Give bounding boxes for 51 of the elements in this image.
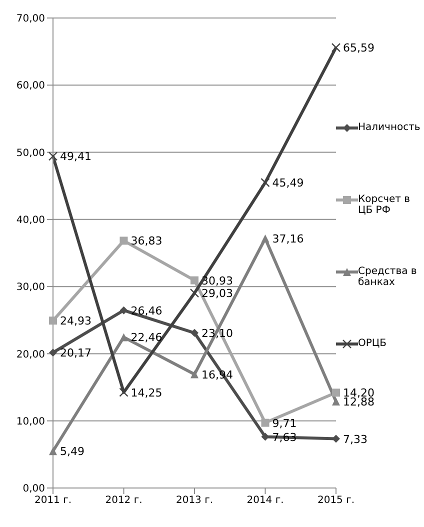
data-label: 29,03 xyxy=(202,287,233,300)
y-tick-label: 60,00 xyxy=(16,80,45,92)
data-label: 14,25 xyxy=(130,386,162,400)
data-label: 12,88 xyxy=(343,396,374,409)
y-tick-label: 70,00 xyxy=(16,14,45,25)
data-label: 37,16 xyxy=(272,232,304,246)
data-label: 45,49 xyxy=(272,176,304,190)
x-tick-label: 2014 г. xyxy=(246,495,284,506)
data-label: 24,93 xyxy=(60,314,92,328)
data-label: 65,59 xyxy=(343,42,374,55)
point xyxy=(120,306,128,314)
point xyxy=(119,388,128,397)
point xyxy=(332,434,340,443)
data-label: 20,17 xyxy=(60,346,92,360)
data-label: 23,10 xyxy=(202,326,233,340)
legend-label: Средства в банках xyxy=(358,266,418,288)
point xyxy=(260,178,270,188)
point xyxy=(120,236,128,245)
data-label: 36,83 xyxy=(130,234,162,248)
point xyxy=(261,418,270,427)
point xyxy=(332,398,340,406)
y-tick-label: 10,00 xyxy=(16,416,45,428)
point xyxy=(190,370,198,378)
x-tick-label: 2013 г. xyxy=(176,495,214,506)
x-tick-label: 2015 г. xyxy=(317,495,355,506)
x-tick-label: 2012 г. xyxy=(105,495,142,506)
data-label: 5,49 xyxy=(60,445,84,458)
legend-label: Корсчет в ЦБ РФ xyxy=(358,194,412,216)
point xyxy=(190,328,198,337)
point xyxy=(190,276,198,284)
point xyxy=(49,316,57,325)
point xyxy=(49,447,57,456)
point xyxy=(331,43,341,52)
point xyxy=(49,348,57,357)
legend-label: Наличность xyxy=(358,122,420,132)
y-tick-label: 50,00 xyxy=(16,148,45,159)
point xyxy=(190,288,200,298)
legend-label: ОРЦБ xyxy=(358,338,387,348)
y-tick-label: 30,00 xyxy=(16,282,45,294)
data-label: 26,46 xyxy=(130,304,162,318)
data-label: 22,46 xyxy=(130,331,162,344)
point xyxy=(332,388,340,397)
point xyxy=(261,234,270,242)
point xyxy=(120,333,128,342)
y-tick-label: 40,00 xyxy=(16,214,45,226)
data-label: 49,41 xyxy=(60,150,92,164)
x-tick-label: 2011 г. xyxy=(34,495,72,506)
y-tick-label: 0,00 xyxy=(22,484,45,495)
y-tick-label: 20,00 xyxy=(16,349,45,360)
data-label: 9,71 xyxy=(272,416,297,430)
data-label: 7,33 xyxy=(343,432,368,446)
